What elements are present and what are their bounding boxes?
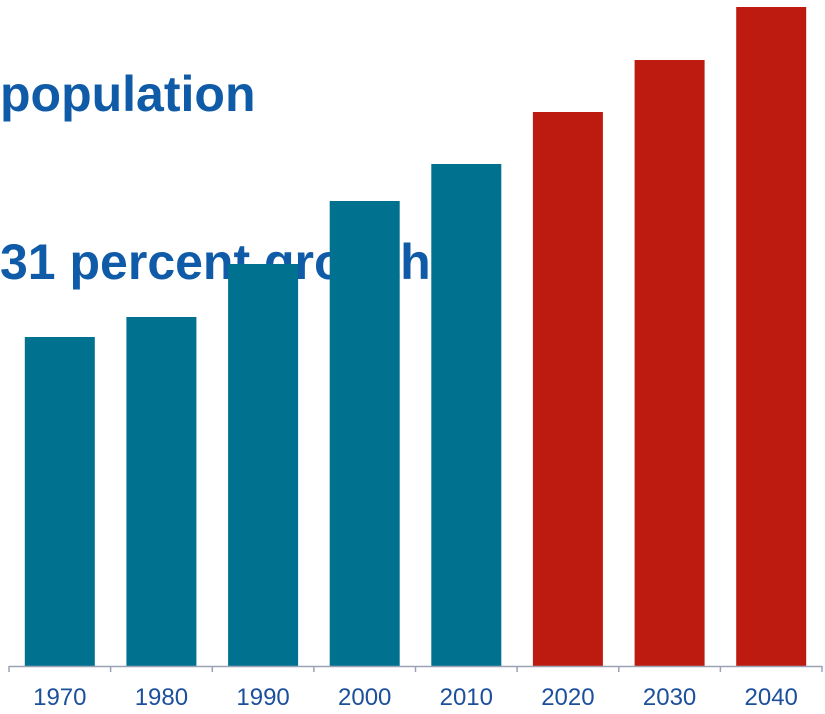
- bars-group: [24, 7, 807, 666]
- x-tick-label: 1970: [33, 684, 86, 711]
- bar-2000: [329, 201, 400, 666]
- x-tick-label: 2040: [745, 684, 798, 711]
- x-tick-labels: 1970 1980 1990 2000 2010 2020 2030 2040: [33, 684, 798, 711]
- x-tick-label: 1980: [135, 684, 188, 711]
- bar-1980: [126, 317, 197, 666]
- bar-2030: [634, 60, 705, 666]
- x-tick-label: 2030: [643, 684, 696, 711]
- x-tick-label: 1990: [236, 684, 289, 711]
- chart-title-line-1: population: [0, 66, 256, 122]
- bar-2020: [532, 112, 603, 666]
- x-axis: [8, 665, 823, 672]
- bar-2010: [431, 164, 502, 666]
- bar-2040: [736, 7, 807, 666]
- x-tick-label: 2000: [338, 684, 391, 711]
- bar-1990: [228, 264, 299, 666]
- x-tick-label: 2020: [541, 684, 594, 711]
- bar-1970: [24, 337, 95, 666]
- x-tick-label: 2010: [440, 684, 493, 711]
